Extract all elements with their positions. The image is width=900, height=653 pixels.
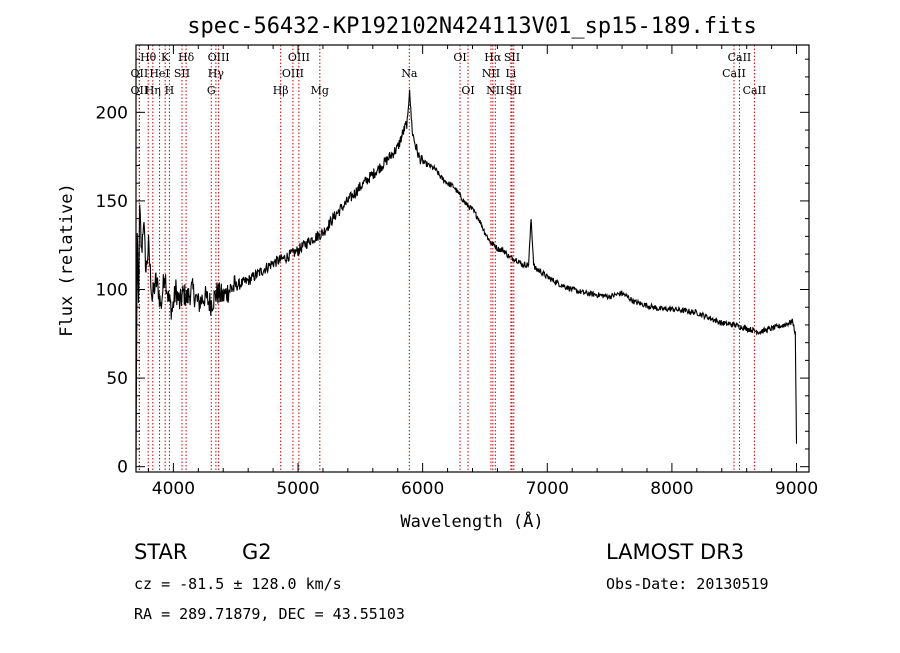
y-tick-label-100: 100	[96, 281, 128, 301]
line-marker-label-18: OII	[131, 84, 149, 97]
axis-ticks	[136, 45, 809, 472]
y-tick-labels: 0 50 100 150 200	[96, 103, 128, 477]
observation-date: Obs-Date: 20130519	[606, 575, 769, 593]
plot-frame	[135, 44, 810, 473]
x-tick-labels: 4000 5000 6000 7000 8000 9000	[152, 479, 818, 499]
line-marker-label-5: OI	[453, 51, 466, 64]
line-markers	[138, 45, 755, 472]
x-axis-label: Wavelength (Å)	[400, 510, 543, 532]
line-marker-label-0: Hθ	[140, 51, 157, 64]
line-marker-label-22: Hβ	[273, 84, 289, 97]
line-marker-label-14: Na	[401, 67, 418, 80]
chart-title: spec-56432-KP192102N424113V01_sp15-189.f…	[187, 14, 757, 39]
x-tick-label-4000: 4000	[152, 479, 195, 499]
line-marker-label-17: CaII	[722, 67, 746, 80]
x-tick-label-9000: 9000	[775, 479, 818, 499]
x-tick-label-7000: 7000	[526, 479, 569, 499]
object-class: STAR	[134, 540, 187, 564]
object-subclass: G2	[242, 540, 272, 564]
line-marker-label-8: CaII	[728, 51, 752, 64]
line-marker-label-7: SII	[504, 51, 520, 64]
line-marker-label-25: NII	[486, 84, 504, 97]
line-marker-label-4: OIII	[288, 51, 310, 64]
y-tick-label-0: 0	[117, 458, 128, 478]
y-axis-label: Flux (relative)	[57, 183, 77, 337]
line-marker-label-2: Hδ	[178, 51, 195, 64]
line-marker-label-21: G	[207, 84, 216, 97]
y-tick-label-50: 50	[106, 369, 128, 389]
x-tick-label-5000: 5000	[276, 479, 319, 499]
x-tick-label-6000: 6000	[401, 479, 444, 499]
redshift-velocity: cz = -81.5 ± 128.0 km/s	[134, 575, 342, 593]
y-tick-label-200: 200	[96, 103, 128, 123]
line-marker-label-20: H	[165, 84, 175, 97]
x-tick-label-8000: 8000	[650, 479, 693, 499]
line-marker-label-19: Hη	[145, 84, 161, 97]
spectrum-line	[135, 89, 798, 467]
line-marker-label-27: CaII	[743, 84, 767, 97]
line-marker-label-15: NII	[482, 67, 500, 80]
coordinates: RA = 289.71879, DEC = 43.55103	[134, 605, 405, 623]
line-marker-label-6: Hα	[484, 51, 502, 64]
line-marker-label-23: Mg	[311, 84, 329, 97]
line-marker-label-13: OIII	[282, 67, 304, 80]
line-marker-label-10: HeI	[149, 67, 169, 80]
line-marker-label-9: OII	[131, 67, 149, 80]
line-marker-label-11: SII	[174, 67, 190, 80]
line-marker-label-24: OI	[461, 84, 474, 97]
line-marker-label-3: OIII	[208, 51, 230, 64]
survey-name: LAMOST DR3	[606, 540, 744, 564]
line-marker-label-16: Li	[505, 67, 516, 80]
line-marker-label-12: Hγ	[208, 67, 225, 80]
y-tick-label-150: 150	[96, 192, 128, 212]
line-marker-label-1: K	[161, 51, 170, 64]
line-marker-label-26: SII	[506, 84, 522, 97]
